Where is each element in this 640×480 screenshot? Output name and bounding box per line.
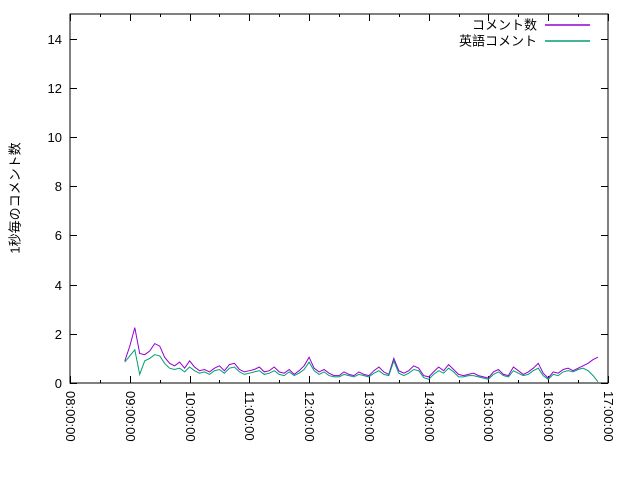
plot-frame [69, 13, 609, 384]
x-tick-label: 16:00:00 [541, 391, 556, 442]
x-tick-label: 09:00:00 [123, 391, 138, 442]
y-tick-label: 10 [48, 130, 62, 145]
plot-generated: 08:00:00 09:00:00 10:00:00 11:00:00 12:00:00… [48, 13, 616, 442]
legend: コメント数 英語コメント [459, 18, 537, 49]
x-tick-label: 14:00:00 [422, 391, 437, 442]
y-tick-label: 14 [48, 32, 62, 47]
legend-label-english-comments: 英語コメント [459, 34, 537, 49]
y-tick-label: 8 [55, 179, 62, 194]
series-line-1 [124, 348, 599, 383]
y-tick-label: 2 [55, 327, 62, 342]
y-axis-label: 1秒毎のコメント数 [8, 142, 23, 253]
y-tick-label: 0 [55, 376, 62, 391]
x-tick-label: 17:00:00 [601, 391, 616, 442]
legend-label-comments: コメント数 [472, 18, 537, 33]
x-tick-label: 12:00:00 [302, 391, 317, 442]
x-tick-label: 08:00:00 [63, 391, 78, 442]
x-tick-label: 11:00:00 [242, 391, 257, 441]
x-tick-label: 10:00:00 [183, 391, 198, 442]
x-tick-label: 15:00:00 [481, 391, 496, 442]
x-tick-label: 13:00:00 [362, 391, 377, 442]
y-tick-label: 6 [55, 228, 62, 243]
y-tick-label: 12 [48, 81, 62, 96]
y-tick-label: 4 [55, 278, 62, 293]
series-line-0 [124, 327, 599, 379]
